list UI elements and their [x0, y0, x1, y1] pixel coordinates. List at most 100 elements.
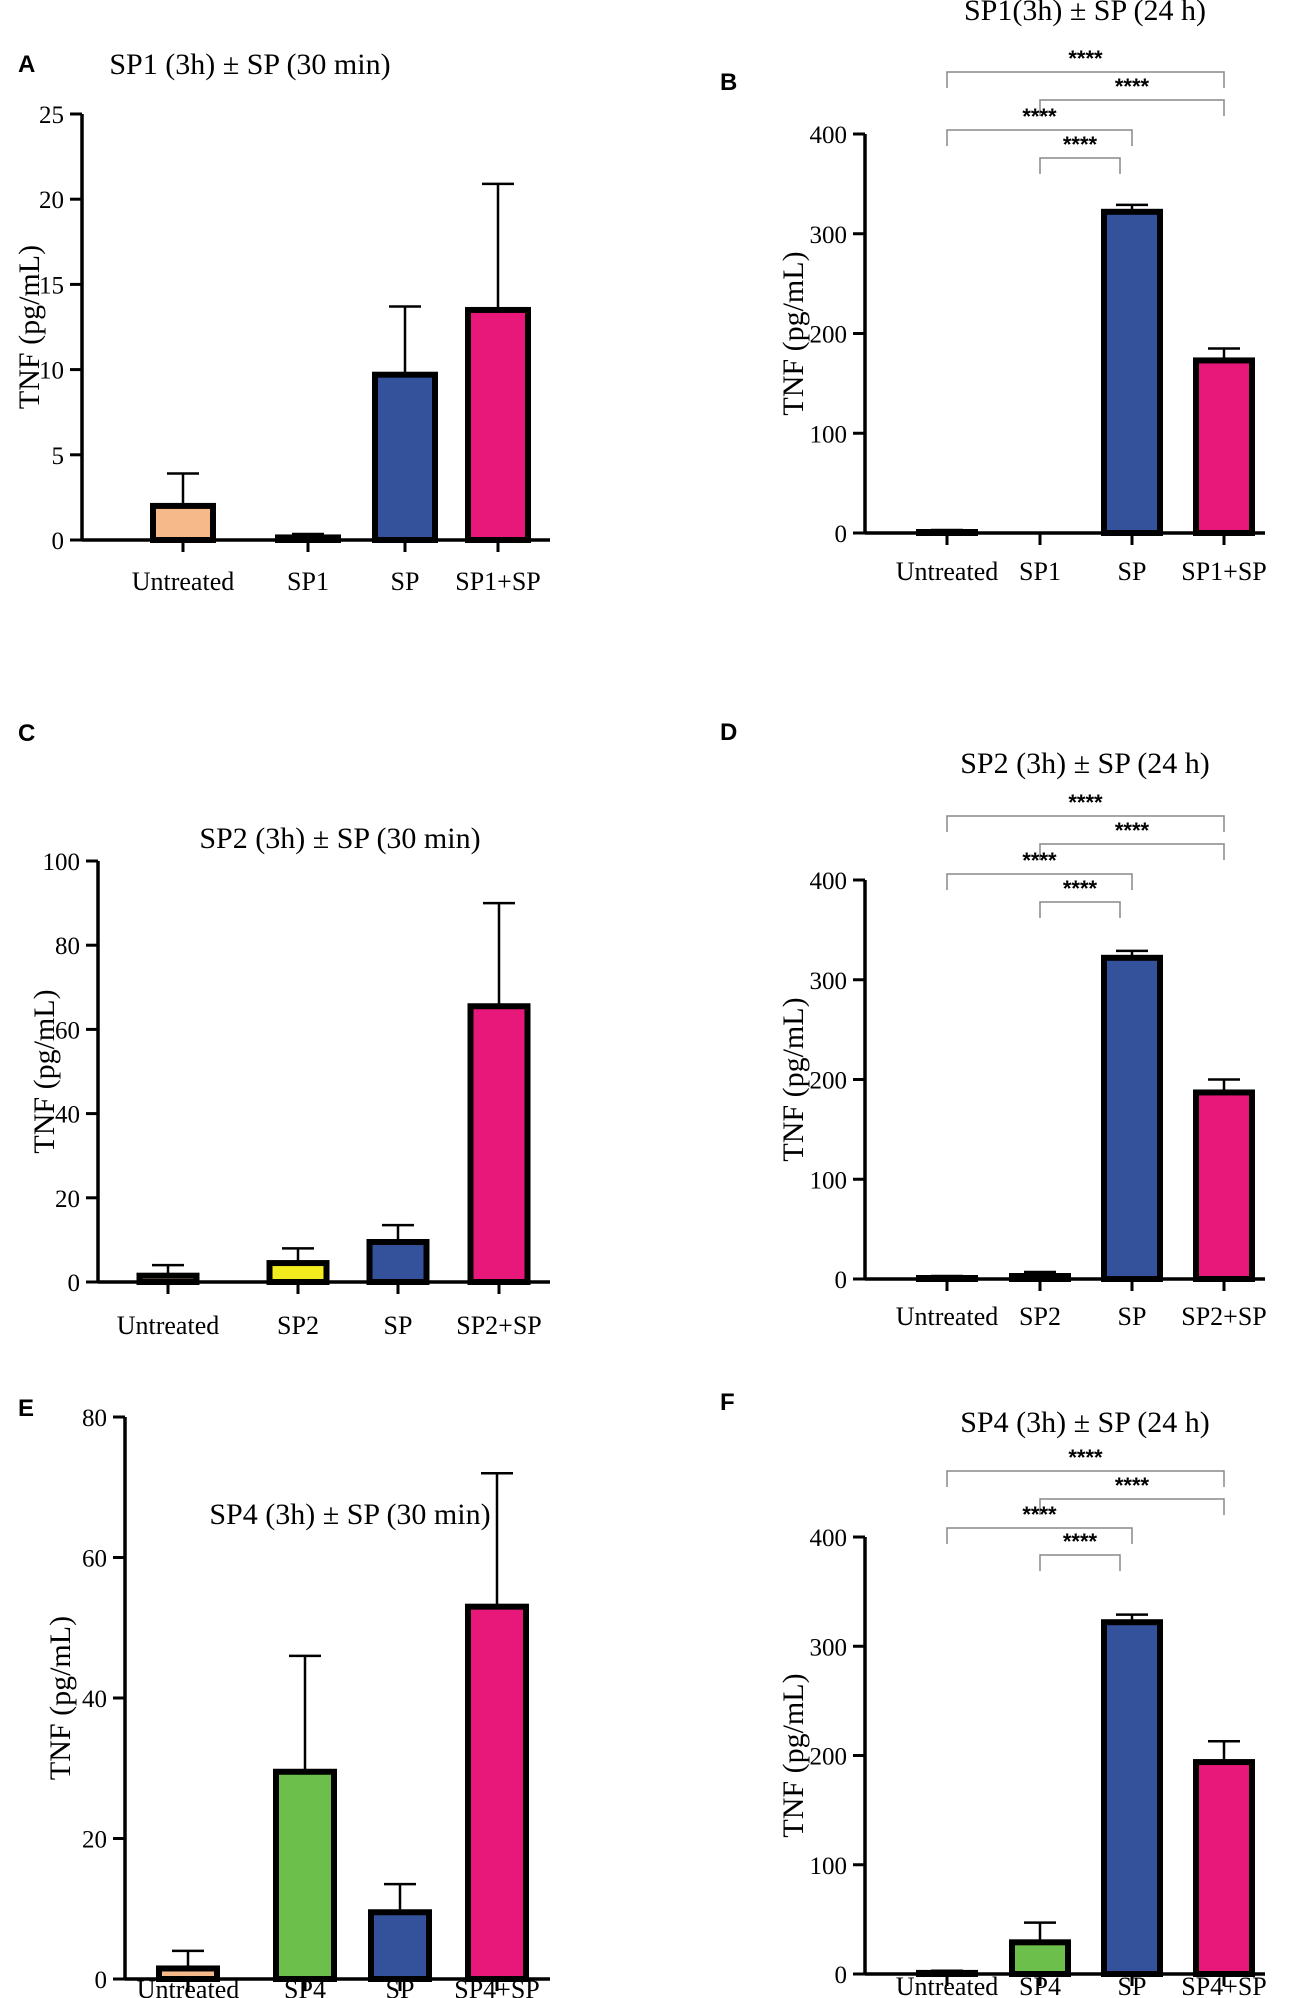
chart-panel-e: E SP4 (3h) ± SP (30 min) TNF (pg/mL) 0 20 40 6…: [18, 1395, 550, 1998]
significance-stars: ****: [1063, 876, 1098, 901]
x-category-label: SP: [1118, 557, 1147, 586]
y-tick-label: 20: [39, 187, 64, 214]
bar-sp: [368, 1909, 432, 1982]
y-tick-label: 0: [835, 521, 848, 548]
y-tick-label: 80: [55, 933, 80, 960]
y-tick-label: 0: [68, 1270, 81, 1297]
y-axis-label: TNF (pg/mL): [13, 245, 46, 409]
panel-letter: C: [18, 720, 35, 747]
y-tick-label: 0: [95, 1967, 108, 1994]
significance-stars: ****: [1068, 1445, 1103, 1470]
y-tick-label: 0: [835, 1267, 848, 1294]
y-axis-label: TNF (pg/mL): [777, 997, 810, 1161]
significance-bracket: [1039, 157, 1121, 174]
x-category-label: SP: [384, 1311, 413, 1340]
y-tick-label: 40: [55, 1102, 80, 1129]
y-tick-label: 200: [810, 1744, 848, 1771]
significance-bracket: [946, 1470, 1225, 1487]
x-category-label: SP1: [287, 567, 329, 596]
x-category-label: Untreated: [117, 1311, 220, 1340]
y-tick-label: 300: [810, 222, 848, 249]
chart-panel-b: B SP1(3h) ± SP (24 h) TNF (pg/mL) 0 100 200 30…: [720, 0, 1267, 586]
y-tick-label: 300: [810, 1634, 848, 1661]
y-tick-label: 40: [82, 1686, 107, 1713]
y-tick-label: 200: [810, 1068, 848, 1095]
y-axis-label: TNF (pg/mL): [777, 251, 810, 415]
x-category-label: SP2+SP: [456, 1311, 542, 1340]
bar-sp2: [266, 1260, 330, 1286]
bar-sp4-sp: [465, 1603, 529, 1983]
x-category-label: SP4+SP: [1181, 1972, 1267, 1998]
significance-stars: ****: [1068, 46, 1103, 71]
significance-stars: ****: [1063, 132, 1098, 157]
bar-sp4: [1009, 1939, 1071, 1978]
bar-sp: [1101, 208, 1163, 536]
significance-bracket: [1039, 901, 1121, 918]
y-tick-label: 25: [39, 102, 64, 129]
bar-sp: [372, 371, 438, 543]
y-tick-label: 200: [810, 322, 848, 349]
x-category-label: Untreated: [132, 567, 235, 596]
y-tick-label: 5: [52, 443, 65, 470]
significance-bracket: [946, 873, 1133, 890]
y-tick-label: 100: [810, 1853, 848, 1880]
significance-bracket: [946, 71, 1225, 88]
x-category-label: SP: [391, 567, 420, 596]
significance-bracket: [1039, 1498, 1225, 1515]
significance-stars: ****: [1115, 818, 1150, 843]
x-category-label: Untreated: [896, 557, 999, 586]
significance-stars: ****: [1167, 0, 1202, 5]
x-category-label: SP1+SP: [1181, 557, 1267, 586]
bar-sp: [366, 1239, 430, 1286]
significance-bracket: [1039, 99, 1225, 116]
x-category-label: SP: [1118, 1972, 1147, 1998]
significance-stars: ****: [1022, 104, 1057, 129]
significance-stars: ****: [1167, 0, 1202, 5]
x-category-label: SP: [1118, 1302, 1147, 1331]
y-tick-label: 400: [810, 122, 848, 149]
bar-sp2-sp: [1193, 1089, 1255, 1283]
chart-panel-a: A SP1 (3h) ± SP (30 min) TNF (pg/mL) 0 5 10 15…: [13, 48, 550, 596]
y-tick-label: 100: [810, 1167, 848, 1194]
panel-letter: F: [720, 1389, 735, 1416]
bar-sp: [1101, 954, 1163, 1282]
significance-bracket: [946, 1527, 1133, 1544]
bar-sp: [1101, 1619, 1163, 1977]
y-tick-label: 20: [55, 1186, 80, 1213]
y-tick-label: 0: [835, 1962, 848, 1989]
panel-letter: B: [720, 69, 737, 96]
panel-letter: D: [720, 719, 737, 746]
chart-title: SP1(3h) ± SP (24 h): [964, 0, 1206, 27]
bar-untreated: [150, 502, 216, 544]
x-category-label: SP2+SP: [1181, 1302, 1267, 1331]
significance-stars: ****: [1167, 0, 1202, 5]
significance-bracket: [1039, 843, 1225, 860]
y-tick-label: 400: [810, 1525, 848, 1552]
significance-stars: ****: [1063, 1529, 1098, 1554]
chart-title: SP1 (3h) ± SP (30 min): [109, 48, 390, 81]
significance-stars: ****: [1022, 1502, 1057, 1527]
bar-sp1-sp: [1193, 357, 1255, 536]
chart-title: SP2 (3h) ± SP (24 h): [960, 747, 1210, 780]
bar-sp2-sp: [467, 1003, 531, 1285]
x-category-label: SP1: [1019, 557, 1061, 586]
significance-bracket: [946, 815, 1225, 832]
y-tick-label: 100: [43, 849, 81, 876]
y-axis-label: TNF (pg/mL): [777, 1673, 810, 1837]
significance-stars: ****: [1115, 74, 1150, 99]
bar-sp4: [273, 1768, 337, 1982]
bar-sp4-sp: [1193, 1759, 1255, 1978]
y-tick-label: 15: [39, 272, 64, 299]
y-tick-label: 100: [810, 421, 848, 448]
y-axis-label: TNF (pg/mL): [44, 1616, 77, 1780]
y-tick-label: 60: [55, 1017, 80, 1044]
significance-bracket: [1039, 1554, 1121, 1571]
panel-letter: A: [18, 51, 35, 78]
significance-stars: ****: [1022, 848, 1057, 873]
x-category-label: SP2: [277, 1311, 319, 1340]
y-tick-label: 10: [39, 358, 64, 385]
x-category-label: SP4: [1019, 1972, 1061, 1998]
significance-stars: ****: [1115, 1473, 1150, 1498]
chart-title: SP4 (3h) ± SP (30 min): [209, 1498, 490, 1531]
